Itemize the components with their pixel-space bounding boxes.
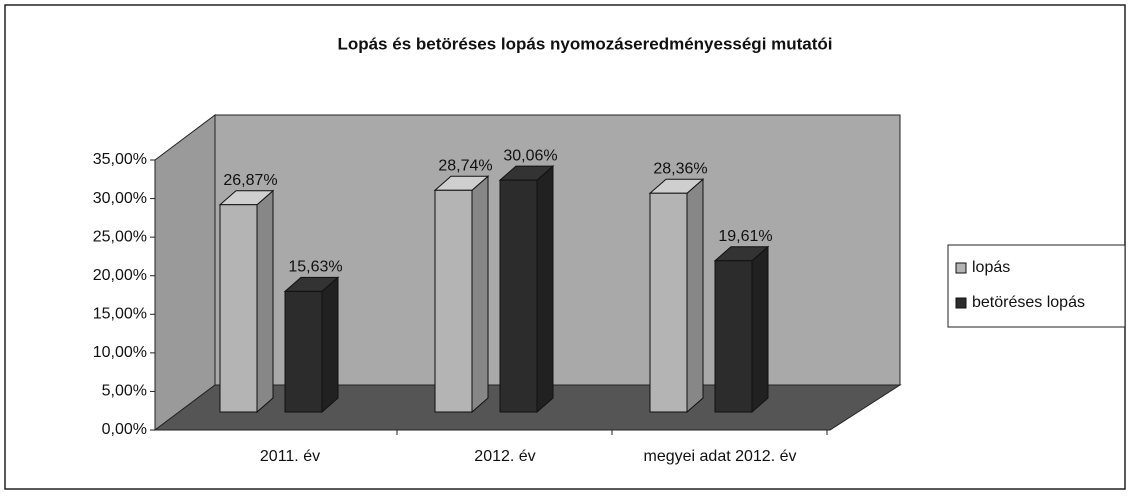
x-tick-label: 2012. év [474,448,535,465]
y-tick-label: 35,00% [93,151,147,168]
y-tick-label: 0,00% [102,421,147,438]
bar [434,189,473,413]
legend-swatch [955,297,967,309]
bar [284,290,323,413]
data-label: 28,74% [438,158,492,175]
x-tick-label: megyei adat 2012. év [644,448,797,465]
bar-side [751,245,769,414]
chart-title: Lopás és betöréses lopás nyomozáseredmén… [337,34,832,53]
y-tick-label: 25,00% [93,228,147,245]
data-label: 28,36% [653,160,707,177]
bar [649,192,688,413]
bar-side [471,175,489,414]
bar [219,204,258,413]
bar-side [536,165,554,414]
legend-label: lopás [972,259,1010,276]
bar-side [321,276,339,414]
side-wall [154,114,216,431]
bar [499,179,538,413]
y-tick-label: 15,00% [93,306,147,323]
data-label: 19,61% [718,228,772,245]
bar [714,260,753,413]
legend-box [947,244,1126,328]
y-tick-label: 5,00% [102,383,147,400]
data-label: 26,87% [223,172,277,189]
data-label: 15,63% [288,259,342,276]
y-tick-label: 30,00% [93,190,147,207]
data-label: 30,06% [503,147,557,164]
x-tick-label: 2011. év [260,448,320,465]
bar-side [686,178,704,414]
y-tick-label: 20,00% [93,267,147,284]
bar-side [256,189,274,414]
y-tick-label: 10,00% [93,344,147,361]
legend-label: betöréses lopás [972,294,1085,311]
legend-swatch [955,262,967,274]
